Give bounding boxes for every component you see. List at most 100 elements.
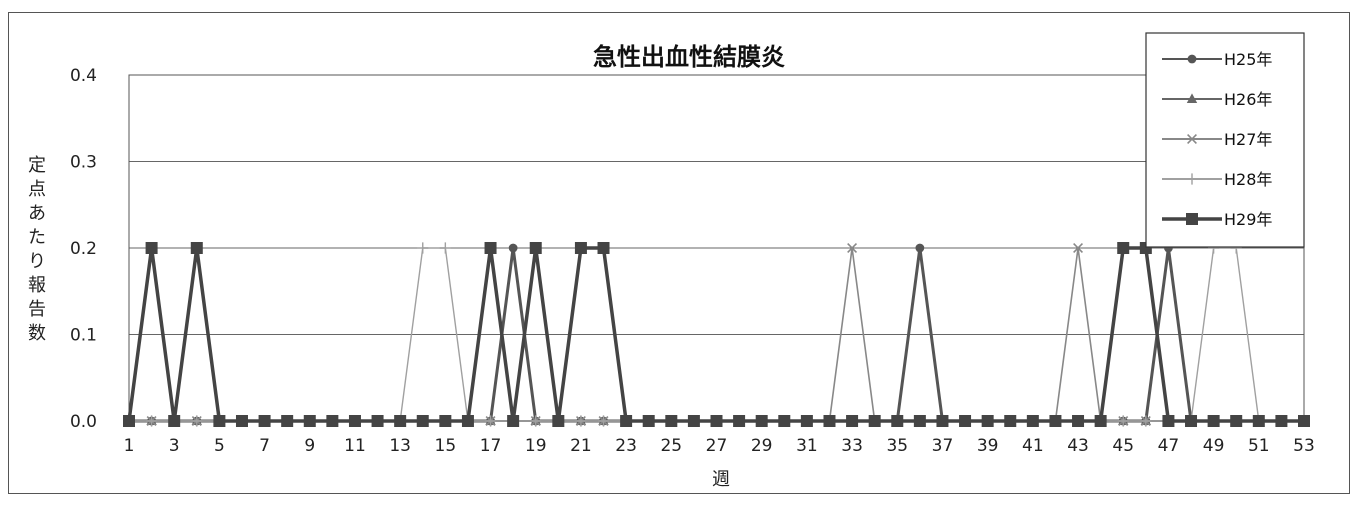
data-point xyxy=(1004,415,1017,427)
data-point xyxy=(416,415,429,427)
legend-item: H25年 xyxy=(1162,50,1272,69)
legend-item: H28年 xyxy=(1162,170,1272,189)
data-point xyxy=(145,242,158,254)
legend-marker xyxy=(1186,173,1198,185)
y-axis-label-char: あ xyxy=(28,203,46,224)
data-point xyxy=(190,242,203,254)
x-tick-label: 45 xyxy=(1112,436,1134,456)
x-tick-label: 43 xyxy=(1067,436,1089,456)
data-point xyxy=(191,415,203,427)
x-tick-label: 27 xyxy=(706,436,728,456)
series-4 xyxy=(123,242,1310,427)
data-point xyxy=(891,415,904,427)
legend-marker xyxy=(1186,93,1198,103)
data-point xyxy=(687,415,700,427)
legend-label: H29年 xyxy=(1224,210,1272,229)
x-tick-label: 41 xyxy=(1022,436,1044,456)
x-tick-label: 53 xyxy=(1293,436,1315,456)
x-tick-label: 15 xyxy=(435,436,457,456)
data-point xyxy=(1072,415,1085,427)
data-point xyxy=(642,415,655,427)
data-point xyxy=(461,415,474,427)
data-point xyxy=(778,415,791,427)
data-point xyxy=(620,415,633,427)
x-tick-label: 39 xyxy=(977,436,999,456)
y-tick-label: 0.3 xyxy=(70,153,97,173)
data-point xyxy=(800,415,813,427)
chart-frame: 0.0 0.1 0.2 0.3 0.4 1 3 5 7 9 11 13 15 17 19 21 23 25 27 2… xyxy=(8,12,1350,494)
legend-label: H25年 xyxy=(1224,50,1272,69)
data-point xyxy=(913,415,926,427)
y-axis-label-char: た xyxy=(28,227,46,248)
y-tick-label: 0.1 xyxy=(70,326,97,346)
x-tick-label: 5 xyxy=(214,436,225,456)
data-point xyxy=(1230,415,1243,427)
data-point xyxy=(733,415,746,427)
data-point xyxy=(529,242,542,254)
x-tick-label: 47 xyxy=(1158,436,1180,456)
x-tick-label: 19 xyxy=(525,436,547,456)
data-point xyxy=(1162,415,1175,427)
legend-label: H26年 xyxy=(1224,90,1272,109)
data-point xyxy=(235,415,248,427)
data-point xyxy=(665,415,678,427)
data-point xyxy=(1049,415,1062,427)
data-point xyxy=(326,415,339,427)
data-point xyxy=(371,415,384,427)
legend-item: H29年 xyxy=(1162,210,1272,229)
data-point xyxy=(552,415,565,427)
data-point xyxy=(710,415,723,427)
data-point xyxy=(1185,415,1198,427)
data-point xyxy=(145,415,158,427)
data-point xyxy=(846,415,859,427)
y-tick-label: 0.2 xyxy=(70,239,97,259)
data-point xyxy=(213,415,226,427)
data-point xyxy=(348,415,361,427)
x-tick-label: 1 xyxy=(124,436,135,456)
legend-marker xyxy=(1186,213,1198,225)
x-tick-label: 3 xyxy=(169,436,180,456)
data-point xyxy=(1117,242,1130,254)
data-point xyxy=(484,415,497,427)
x-tick-label: 25 xyxy=(660,436,682,456)
y-tick-labels: 0.0 0.1 0.2 0.3 0.4 xyxy=(70,66,97,432)
x-tick-label: 37 xyxy=(932,436,954,456)
legend: H25年 H26年 H27年 H28年 H29年 xyxy=(1145,32,1305,248)
data-point xyxy=(394,415,407,427)
data-point xyxy=(530,415,542,427)
data-point xyxy=(597,242,610,254)
x-axis-label: 週 xyxy=(712,469,730,490)
x-tick-label: 13 xyxy=(389,436,411,456)
data-point xyxy=(508,243,518,253)
y-axis-label-char: 告 xyxy=(28,299,46,320)
y-axis-label-char: 点 xyxy=(28,179,46,200)
data-point xyxy=(417,242,429,254)
legend-label: H28年 xyxy=(1224,170,1272,189)
data-point xyxy=(868,415,881,427)
x-tick-label: 49 xyxy=(1203,436,1225,456)
x-tick-label: 35 xyxy=(886,436,908,456)
data-point xyxy=(597,415,610,427)
data-point xyxy=(1073,243,1084,253)
x-tick-label: 11 xyxy=(344,436,366,456)
data-point xyxy=(258,415,271,427)
data-point xyxy=(168,415,181,427)
data-point xyxy=(847,243,858,253)
data-point xyxy=(1094,415,1107,427)
data-point xyxy=(439,242,451,254)
data-point xyxy=(823,415,836,427)
data-point xyxy=(1275,415,1288,427)
x-tick-label: 23 xyxy=(615,436,637,456)
x-tick-labels: 1 3 5 7 9 11 13 15 17 19 21 23 25 27 29 31 33 35 37 39 41 43 4… xyxy=(124,436,1315,456)
y-axis-label-char: り xyxy=(28,251,46,272)
data-point xyxy=(936,415,949,427)
x-tick-label: 21 xyxy=(570,436,592,456)
x-tick-label: 7 xyxy=(259,436,270,456)
data-point xyxy=(1207,415,1220,427)
chart-title: 急性出血性結膜炎 xyxy=(593,43,785,71)
y-axis-label-char: 定 xyxy=(28,155,46,176)
data-point xyxy=(575,415,587,427)
series-layer xyxy=(123,242,1310,427)
